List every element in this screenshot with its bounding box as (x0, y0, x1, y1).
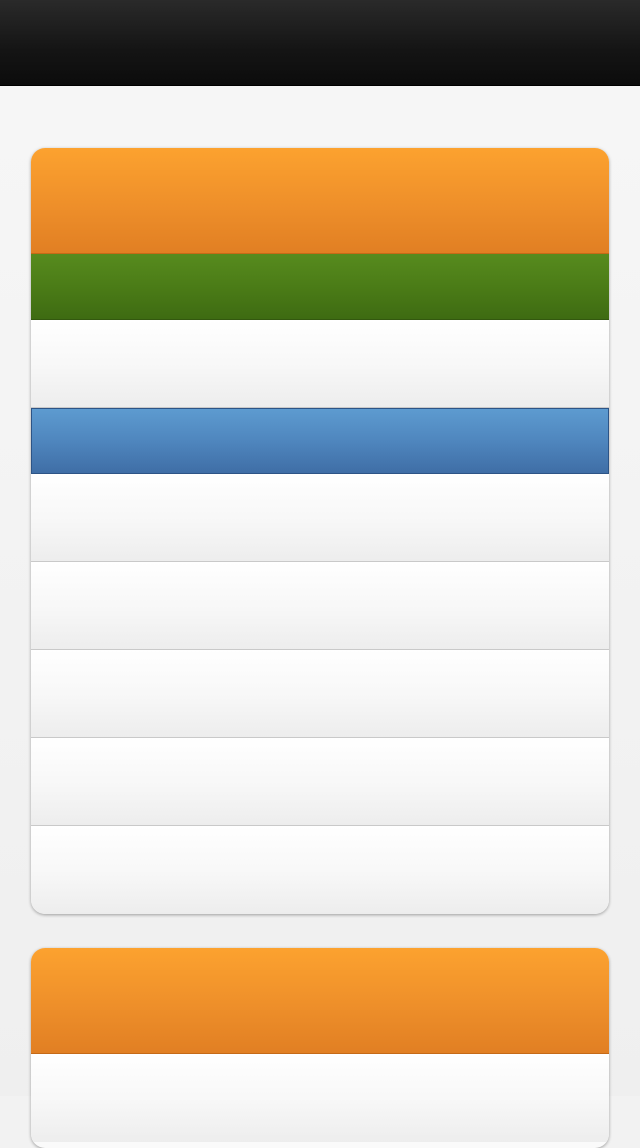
card-1-row-3-selected[interactable] (31, 408, 609, 474)
menu-card-2 (31, 948, 609, 1148)
card-1-header (31, 148, 609, 254)
top-navigation-bar (0, 0, 640, 86)
card-2-row-1[interactable] (31, 1054, 609, 1142)
card-1-row-2[interactable] (31, 320, 609, 408)
card-1-row-4[interactable] (31, 474, 609, 562)
card-1-row-1-highlighted[interactable] (31, 254, 609, 320)
card-1-row-5[interactable] (31, 562, 609, 650)
card-1-row-6[interactable] (31, 650, 609, 738)
card-1-row-8[interactable] (31, 826, 609, 914)
menu-card-1 (31, 148, 609, 914)
page-title (0, 0, 640, 85)
card-1-row-7[interactable] (31, 738, 609, 826)
card-2-header (31, 948, 609, 1054)
